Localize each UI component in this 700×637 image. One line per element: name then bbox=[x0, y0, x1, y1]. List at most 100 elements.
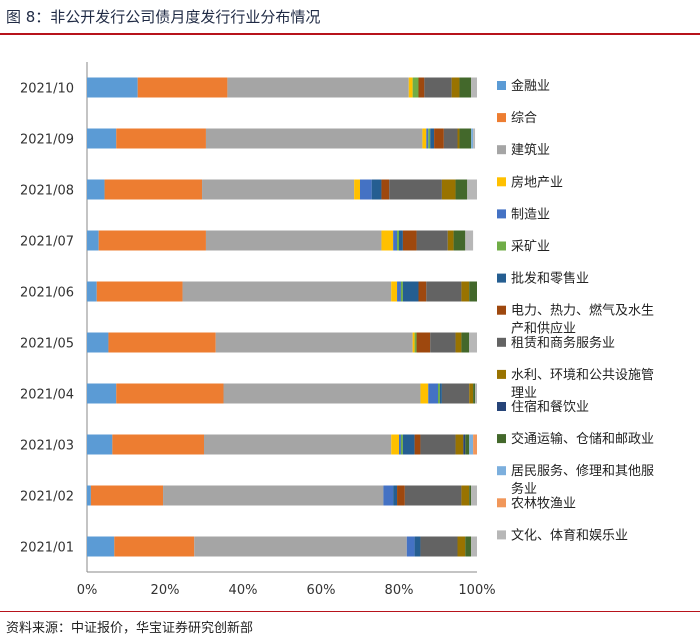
legend-label: 交通运输、仓储和邮政业 bbox=[511, 431, 654, 447]
bar-segment bbox=[455, 434, 464, 455]
bar-segment bbox=[116, 383, 224, 404]
bar-segment bbox=[465, 230, 474, 251]
bar-segment bbox=[473, 434, 477, 455]
legend-label-continued: 理业 bbox=[511, 386, 537, 401]
legend-label: 居民服务、修理和其他服 bbox=[511, 463, 654, 479]
bar-segment bbox=[87, 434, 113, 455]
legend-swatch bbox=[497, 498, 506, 508]
bar-segment bbox=[163, 485, 384, 506]
bar-segment bbox=[90, 485, 164, 506]
bar-segment bbox=[391, 434, 399, 455]
y-category-label: 2021/09 bbox=[20, 133, 74, 148]
bar-segment bbox=[202, 179, 355, 200]
bar-segment bbox=[471, 77, 477, 98]
legend-label: 制造业 bbox=[511, 207, 550, 222]
bar-segment bbox=[469, 434, 474, 455]
legend-swatch bbox=[497, 434, 506, 444]
bar-segment bbox=[406, 536, 415, 557]
bar-segment bbox=[381, 179, 390, 200]
bar-segment bbox=[465, 434, 470, 455]
y-category-label: 2021/06 bbox=[20, 286, 74, 301]
title-rule bbox=[0, 33, 700, 35]
bar-segment bbox=[87, 485, 91, 506]
bar-segment bbox=[469, 332, 477, 353]
legend-swatch bbox=[497, 273, 506, 283]
bar-segment bbox=[87, 230, 99, 251]
bar-segment bbox=[399, 434, 401, 455]
bar-segment bbox=[424, 77, 452, 98]
bar-segment bbox=[441, 383, 470, 404]
bar-segment bbox=[443, 128, 458, 149]
legend-label: 建筑业 bbox=[511, 142, 550, 158]
bar-segment bbox=[404, 485, 462, 506]
bar-segment bbox=[457, 536, 466, 557]
bar-segment bbox=[461, 281, 470, 302]
bar-segment bbox=[205, 128, 423, 149]
bar-segment bbox=[455, 179, 468, 200]
x-tick-label: 20% bbox=[151, 583, 180, 598]
legend-label: 文化、体育和娱乐业 bbox=[511, 527, 628, 543]
bar-segment bbox=[391, 281, 398, 302]
bar-segment bbox=[428, 383, 438, 404]
legend-swatch bbox=[497, 530, 506, 540]
x-tick-label: 0% bbox=[77, 583, 98, 598]
legend-label: 采矿业 bbox=[511, 240, 550, 255]
bar-segment bbox=[459, 128, 472, 149]
bar-segment bbox=[457, 128, 460, 149]
y-category-label: 2021/08 bbox=[20, 184, 74, 199]
bar-segment bbox=[114, 536, 195, 557]
bar-segment bbox=[473, 383, 476, 404]
bar-segment bbox=[98, 230, 206, 251]
bar-segment bbox=[87, 77, 138, 98]
bar-segment bbox=[430, 128, 435, 149]
bar-segment bbox=[402, 434, 415, 455]
y-category-label: 2021/07 bbox=[20, 235, 74, 250]
bar-segment bbox=[381, 230, 394, 251]
legend-label: 房地产业 bbox=[511, 174, 563, 190]
bar-segment bbox=[422, 128, 427, 149]
bar-segment bbox=[420, 383, 429, 404]
bar-segment bbox=[182, 281, 392, 302]
legend-swatch bbox=[497, 145, 506, 155]
legend-swatch bbox=[497, 113, 506, 123]
bar-segment bbox=[430, 332, 456, 353]
bar-segment bbox=[426, 281, 462, 302]
bar-segment bbox=[426, 128, 429, 149]
bar-segment bbox=[112, 434, 204, 455]
bar-segment bbox=[469, 383, 474, 404]
bar-segment bbox=[399, 230, 403, 251]
legend-label: 金融业 bbox=[511, 78, 550, 94]
legend-label: 电力、热力、燃气及水生 bbox=[511, 303, 654, 319]
bar-segment bbox=[467, 179, 477, 200]
bar-segment bbox=[389, 179, 442, 200]
bar-segment bbox=[461, 485, 470, 506]
bar-segment bbox=[441, 179, 456, 200]
x-tick-label: 40% bbox=[229, 583, 258, 598]
bar-segment bbox=[402, 230, 417, 251]
bar-segment bbox=[223, 383, 421, 404]
legend-label: 综合 bbox=[511, 111, 537, 126]
legend-label: 租赁和商务服务业 bbox=[511, 335, 615, 351]
bar-segment bbox=[463, 434, 466, 455]
bar-segment bbox=[397, 281, 401, 302]
bar-segment bbox=[414, 536, 421, 557]
legend-label-continued: 产和供应业 bbox=[511, 321, 576, 337]
bar-segment bbox=[471, 128, 474, 149]
bar-segment bbox=[408, 77, 413, 98]
bar-segment bbox=[87, 128, 117, 149]
figure-title: 图 8：非公开发行公司债月度发行行业分布情况 bbox=[6, 8, 321, 26]
legend-label-continued: 务业 bbox=[511, 481, 537, 497]
bar-segment bbox=[360, 179, 372, 200]
bar-segment bbox=[414, 434, 421, 455]
bar-segment bbox=[397, 485, 405, 506]
bar-segment bbox=[471, 485, 477, 506]
y-category-label: 2021/02 bbox=[20, 490, 74, 505]
bar-segment bbox=[412, 77, 419, 98]
bar-segment bbox=[418, 281, 427, 302]
legend-label: 住宿和餐饮业 bbox=[511, 399, 589, 415]
bar-segment bbox=[402, 281, 419, 302]
bar-segment bbox=[96, 281, 183, 302]
x-tick-label: 80% bbox=[385, 583, 414, 598]
bar-segment bbox=[205, 230, 382, 251]
bar-segment bbox=[393, 485, 398, 506]
